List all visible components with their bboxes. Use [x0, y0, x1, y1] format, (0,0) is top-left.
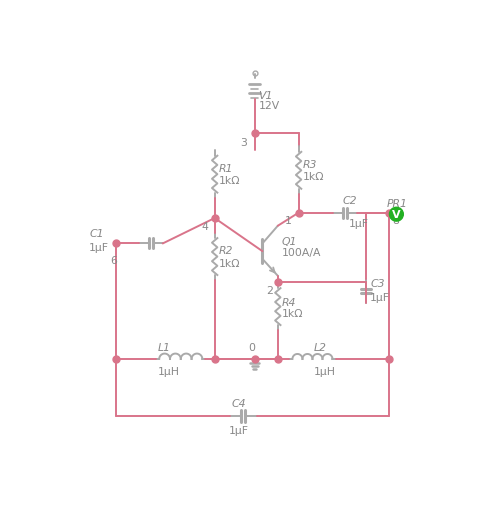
Text: 12V: 12V [258, 101, 280, 110]
Text: L1: L1 [158, 342, 170, 352]
Text: C1: C1 [89, 229, 104, 239]
Text: V: V [392, 210, 400, 220]
Text: L2: L2 [314, 342, 327, 352]
Text: 0: 0 [248, 342, 255, 352]
Text: R2: R2 [218, 246, 233, 256]
Text: 1kΩ: 1kΩ [218, 176, 240, 186]
Text: 1μH: 1μH [314, 366, 336, 376]
Text: 6: 6 [110, 256, 117, 266]
Text: 1kΩ: 1kΩ [302, 172, 324, 182]
Text: PR1: PR1 [387, 199, 408, 209]
Text: C2: C2 [342, 195, 357, 205]
Text: 1μF: 1μF [228, 425, 248, 435]
Text: 1μF: 1μF [370, 293, 390, 303]
Text: R3: R3 [302, 160, 317, 170]
Text: 1kΩ: 1kΩ [282, 308, 303, 318]
Text: V1: V1 [258, 91, 273, 101]
Text: 1μF: 1μF [348, 219, 368, 229]
Text: 1: 1 [285, 216, 292, 226]
Text: Q1: Q1 [282, 237, 297, 247]
Circle shape [390, 208, 404, 222]
Text: C4: C4 [232, 398, 246, 408]
Text: 1μF: 1μF [89, 242, 109, 252]
Text: 1kΩ: 1kΩ [218, 258, 240, 268]
Text: R1: R1 [218, 164, 233, 174]
Text: 8: 8 [392, 216, 400, 226]
Text: 1μH: 1μH [158, 366, 180, 376]
Text: 2: 2 [266, 285, 273, 295]
Text: R4: R4 [282, 297, 296, 307]
Text: C3: C3 [370, 279, 384, 289]
Text: 100A/A: 100A/A [282, 247, 321, 258]
Text: 4: 4 [202, 221, 208, 231]
Text: 3: 3 [240, 137, 247, 148]
